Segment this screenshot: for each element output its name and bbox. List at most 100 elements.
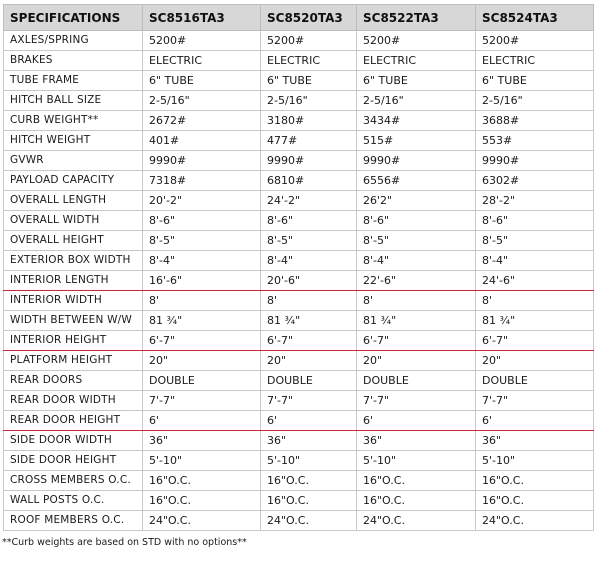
table-row: INTERIOR WIDTH 8' 8' 8' 8' <box>3 290 594 311</box>
spec-value: 3688# <box>475 110 594 131</box>
spec-value: 8' <box>356 290 476 311</box>
spec-value: 3180# <box>260 110 357 131</box>
spec-value: 16"O.C. <box>475 470 594 491</box>
table-row: REAR DOOR WIDTH 7'-7" 7'-7" 7'-7" 7'-7" <box>3 390 594 411</box>
spec-value: 36" <box>142 430 261 451</box>
spec-value: 24'-6" <box>475 270 594 291</box>
spec-value: 5'-10" <box>260 450 357 471</box>
spec-value: 8'-4" <box>356 250 476 271</box>
spec-value: 20'-2" <box>142 190 261 211</box>
spec-value: ELECTRIC <box>475 50 594 71</box>
header-model-sc8520ta3: SC8520TA3 <box>260 4 357 31</box>
spec-label: REAR DOORS <box>3 370 143 391</box>
spec-value: 6'-7" <box>260 330 357 351</box>
spec-value: 81 ¾" <box>260 310 357 331</box>
table-row: EXTERIOR BOX WIDTH 8'-4" 8'-4" 8'-4" 8'-4" <box>3 250 594 271</box>
spec-value: 81 ¾" <box>142 310 261 331</box>
spec-label: BRAKES <box>3 50 143 71</box>
spec-value: 16"O.C. <box>475 490 594 511</box>
spec-value: 553# <box>475 130 594 151</box>
spec-value: 24"O.C. <box>475 510 594 531</box>
spec-value: 16"O.C. <box>356 490 476 511</box>
spec-value: 81 ¾" <box>475 310 594 331</box>
spec-value: 6' <box>475 410 594 431</box>
spec-label: EXTERIOR BOX WIDTH <box>3 250 143 271</box>
spec-value: DOUBLE <box>260 370 357 391</box>
spec-value: 7318# <box>142 170 261 191</box>
spec-value: 16'-6" <box>142 270 261 291</box>
spec-value: 515# <box>356 130 476 151</box>
spec-value: 26'2" <box>356 190 476 211</box>
spec-value: 16"O.C. <box>356 470 476 491</box>
spec-value: 2-5/16" <box>260 90 357 111</box>
table-row: REAR DOOR HEIGHT 6' 6' 6' 6' <box>3 410 594 431</box>
spec-value: 6" TUBE <box>475 70 594 91</box>
spec-value: 3434# <box>356 110 476 131</box>
spec-value: 16"O.C. <box>142 490 261 511</box>
spec-value: 20" <box>142 350 261 371</box>
header-row: SPECIFICATIONS SC8516TA3 SC8520TA3 SC852… <box>3 4 594 31</box>
spec-value: ELECTRIC <box>356 50 476 71</box>
spec-value: 6" TUBE <box>142 70 261 91</box>
table-body: AXLES/SPRING 5200# 5200# 5200# 5200# BRAKES EL… <box>3 30 594 531</box>
spec-value: 8'-5" <box>475 230 594 251</box>
spec-value: 6556# <box>356 170 476 191</box>
table-row: TUBE FRAME 6" TUBE 6" TUBE 6" TUBE 6" TUBE <box>3 70 594 91</box>
spec-value: 7'-7" <box>475 390 594 411</box>
table-row: AXLES/SPRING 5200# 5200# 5200# 5200# <box>3 30 594 51</box>
spec-label: INTERIOR LENGTH <box>3 270 143 291</box>
spec-value: 6302# <box>475 170 594 191</box>
spec-value: 16"O.C. <box>260 470 357 491</box>
spec-value: 9990# <box>142 150 261 171</box>
spec-label: GVWR <box>3 150 143 171</box>
table-row: CURB WEIGHT** 2672# 3180# 3434# 3688# <box>3 110 594 131</box>
spec-value: ELECTRIC <box>260 50 357 71</box>
spec-value: 9990# <box>356 150 476 171</box>
spec-label: REAR DOOR WIDTH <box>3 390 143 411</box>
spec-value: 8'-6" <box>142 210 261 231</box>
spec-value: 6810# <box>260 170 357 191</box>
spec-label: TUBE FRAME <box>3 70 143 91</box>
table-row: GVWR 9990# 9990# 9990# 9990# <box>3 150 594 171</box>
spec-label: CURB WEIGHT** <box>3 110 143 131</box>
spec-value: 6" TUBE <box>356 70 476 91</box>
spec-value: 8'-4" <box>260 250 357 271</box>
spec-value: 8' <box>475 290 594 311</box>
spec-value: 24"O.C. <box>356 510 476 531</box>
spec-value: 24'-2" <box>260 190 357 211</box>
spec-value: 9990# <box>260 150 357 171</box>
table-row: SIDE DOOR HEIGHT 5'-10" 5'-10" 5'-10" 5'-10" <box>3 450 594 471</box>
table-row: BRAKES ELECTRIC ELECTRIC ELECTRIC ELECTRIC <box>3 50 594 71</box>
spec-value: 20'-6" <box>260 270 357 291</box>
spec-value: ELECTRIC <box>142 50 261 71</box>
spec-value: 5'-10" <box>356 450 476 471</box>
table-row: ROOF MEMBERS O.C. 24"O.C. 24"O.C. 24"O.C. 24… <box>3 510 594 531</box>
spec-label: CROSS MEMBERS O.C. <box>3 470 143 491</box>
table-row: OVERALL LENGTH 20'-2" 24'-2" 26'2" 28'-2" <box>3 190 594 211</box>
table-row: WALL POSTS O.C. 16"O.C. 16"O.C. 16"O.C. 16"O… <box>3 490 594 511</box>
spec-value: 8' <box>260 290 357 311</box>
spec-value: 8'-5" <box>142 230 261 251</box>
table-row: OVERALL WIDTH 8'-6" 8'-6" 8'-6" 8'-6" <box>3 210 594 231</box>
spec-value: 5200# <box>356 30 476 51</box>
table-row: HITCH WEIGHT 401# 477# 515# 553# <box>3 130 594 151</box>
spec-label: WALL POSTS O.C. <box>3 490 143 511</box>
spec-value: 20" <box>260 350 357 371</box>
spec-value: 8'-6" <box>260 210 357 231</box>
spec-value: 9990# <box>475 150 594 171</box>
spec-value: 16"O.C. <box>260 490 357 511</box>
header-specifications: SPECIFICATIONS <box>3 4 143 31</box>
spec-value: 24"O.C. <box>142 510 261 531</box>
spec-value: 16"O.C. <box>142 470 261 491</box>
spec-value: 8'-6" <box>475 210 594 231</box>
table-header: SPECIFICATIONS SC8516TA3 SC8520TA3 SC852… <box>3 4 594 31</box>
table-row: WIDTH BETWEEN W/W 81 ¾" 81 ¾" 81 ¾" 81 ¾" <box>3 310 594 331</box>
spec-label: SIDE DOOR HEIGHT <box>3 450 143 471</box>
spec-value: 2672# <box>142 110 261 131</box>
table-row: SIDE DOOR WIDTH 36" 36" 36" 36" <box>3 430 594 451</box>
specifications-table: SPECIFICATIONS SC8516TA3 SC8520TA3 SC852… <box>3 4 594 531</box>
spec-value: 2-5/16" <box>142 90 261 111</box>
spec-label: SIDE DOOR WIDTH <box>3 430 143 451</box>
spec-value: 8'-5" <box>356 230 476 251</box>
